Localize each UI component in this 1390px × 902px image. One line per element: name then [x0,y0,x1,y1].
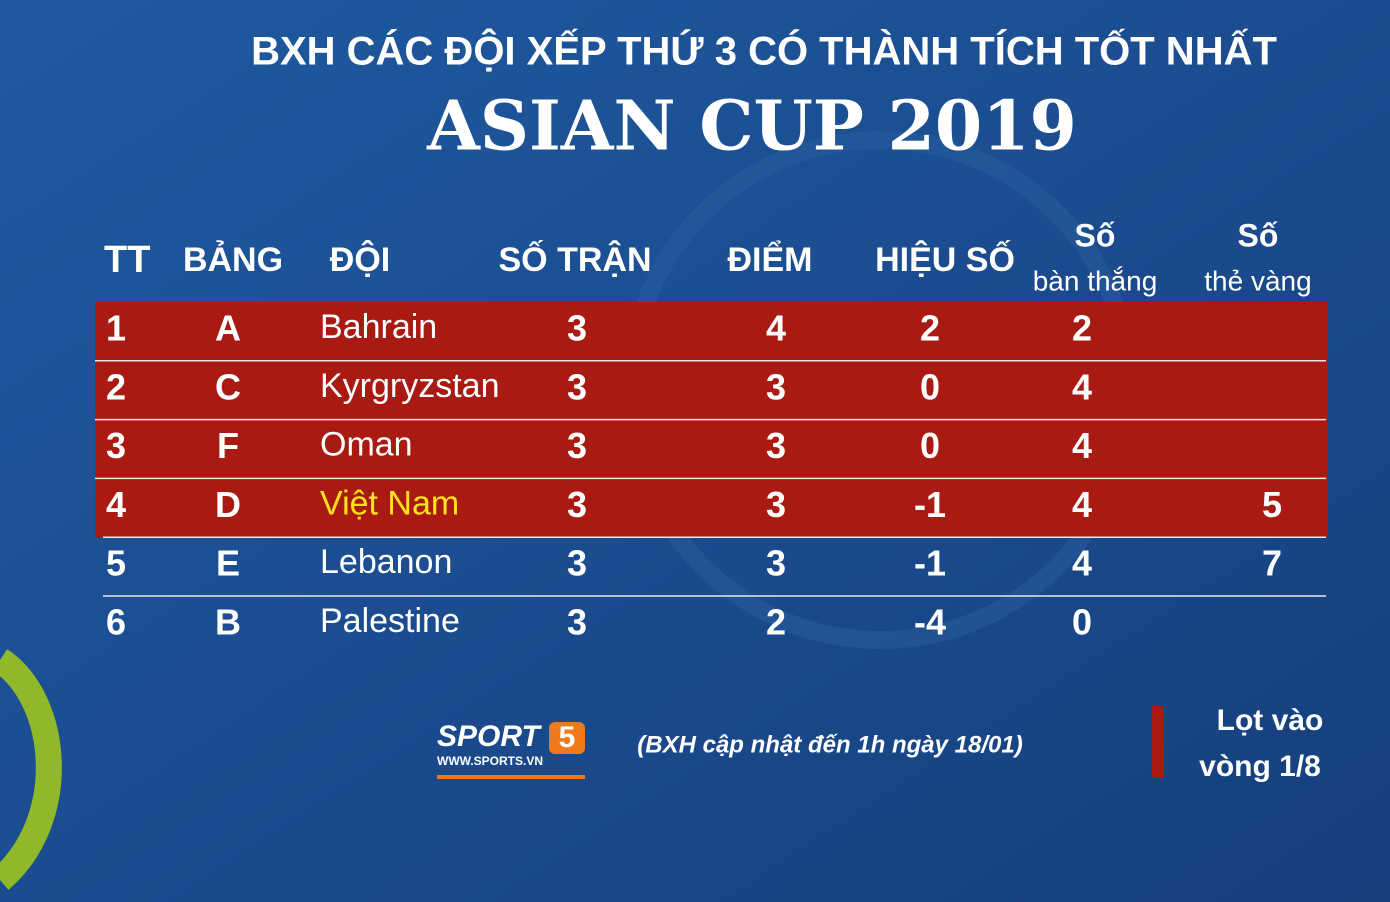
column-header: BẢNG [183,241,283,279]
cell: 6 [106,602,126,643]
team-name: Việt Nam [320,484,459,522]
column-header: Số [1238,217,1279,253]
column-header: bàn thắng [1033,265,1158,296]
cell: -1 [914,484,946,525]
cell: -4 [914,602,946,643]
logo-badge-bg [549,722,585,754]
cell: 5 [106,543,126,584]
cell: 3 [766,425,786,466]
column-header: ĐIỂM [728,241,813,279]
cell: 4 [106,484,126,525]
cell: -1 [914,543,946,584]
qualified-row [95,302,1328,361]
cell: 3 [567,484,587,525]
cell: 3 [567,543,587,584]
cell: 3 [766,366,786,407]
cell: 4 [1072,366,1092,407]
column-header: SỐ TRẬN [499,240,652,279]
cell: 2 [106,366,126,407]
team-name: Bahrain [320,308,437,346]
cell: 3 [766,543,786,584]
cell: 2 [766,602,786,643]
cell: 3 [567,366,587,407]
column-header: thẻ vàng [1204,265,1311,296]
logo-underline [437,775,585,779]
column-header: TT [104,239,150,281]
cell: 5 [1262,484,1282,525]
cell: C [215,366,241,407]
qualified-row [95,478,1328,538]
cell: 0 [920,366,940,407]
logo-url: WWW.SPORTS.VN [437,754,543,768]
logo-text: SPORT [437,720,542,753]
cell: E [216,543,240,584]
cell: 3 [567,308,587,349]
cell: 3 [567,602,587,643]
cell: 4 [1072,543,1092,584]
team-name: Oman [320,426,413,464]
cell: 2 [920,308,940,349]
title: BXH CÁC ĐỘI XẾP THỨ 3 CÓ THÀNH TÍCH TỐT … [251,28,1277,74]
team-name: Palestine [320,602,460,640]
table: TT BẢNG ĐỘI SỐ TRẬN ĐIỂM HIỆU SỐ Số bàn thắng Số… [95,217,1328,643]
cell: B [215,602,241,643]
cell: 2 [1072,308,1092,349]
ribbon [0,649,62,890]
legend-swatch [1152,706,1164,778]
cell: 7 [1262,543,1282,584]
legend-line: Lọt vào [1217,704,1324,737]
cell: 0 [920,425,940,466]
cell: 4 [1072,425,1092,466]
cell: D [215,484,241,525]
team-name: Lebanon [320,543,452,581]
qualified-row [95,419,1328,479]
cell: 4 [766,308,786,349]
column-header: HIỆU SỐ [875,240,1015,279]
note: (BXH cập nhật đến 1h ngày 18/01) [637,731,1022,758]
logo-badge: 5 [559,721,576,754]
cell: 1 [106,308,126,349]
team-name: Kyrgryzstan [320,367,500,405]
subtitle: ASIAN CUP 2019 [426,87,1077,167]
cell: 3 [106,425,126,466]
cell: 0 [1072,602,1092,643]
cell: A [215,308,241,349]
cell: 3 [766,484,786,525]
cell: F [217,425,239,466]
cell: 4 [1072,484,1092,525]
qualified-row [95,360,1328,420]
legend-line: vòng 1/8 [1199,750,1321,783]
cell: 3 [567,425,587,466]
column-header: Số [1075,217,1116,253]
column-header: ĐỘI [330,240,390,279]
